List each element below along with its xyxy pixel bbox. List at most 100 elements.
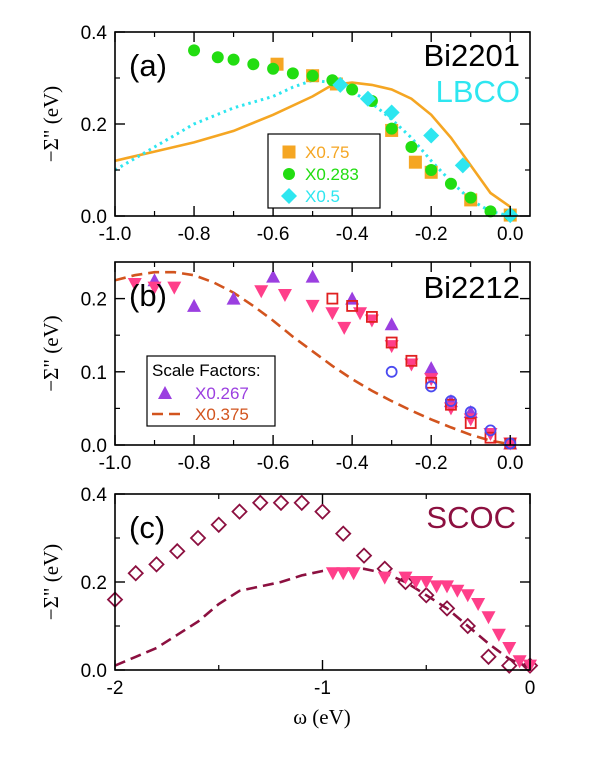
x-tick-label: -0.2 — [415, 453, 448, 474]
open-diamond-marker — [189, 529, 207, 547]
legend-entry: X0.75 — [305, 143, 349, 162]
y-tick-label: 0.1 — [81, 363, 107, 384]
open-diamond-marker — [500, 657, 518, 674]
triangle-up-marker — [226, 291, 241, 305]
y-axis-label: −Σ" (eV) — [39, 86, 63, 162]
circle-marker — [267, 62, 280, 75]
open-diamond-marker — [251, 494, 269, 512]
plot-area — [115, 78, 511, 216]
triangle-down-marker — [127, 277, 142, 291]
open-square-marker — [425, 376, 438, 389]
triangle-up-marker — [187, 298, 202, 312]
x-tick-label: -0.8 — [178, 453, 211, 474]
x-tick-label: -2 — [107, 678, 124, 699]
circle-marker — [405, 141, 418, 153]
diamond-marker — [281, 188, 297, 204]
panel-c: -2 -1 0 0.0 0.2 0.4 −Σ" (eV) (c) SCOC ω (eV) — [39, 485, 539, 729]
panel-label: (a) — [129, 48, 167, 83]
x-tick-label: -0.8 — [178, 224, 211, 245]
series-line-dashed — [115, 270, 511, 445]
y-axis-label: −Σ" (eV) — [39, 315, 63, 391]
triangle-down-marker — [325, 567, 340, 581]
triangle-down-marker — [450, 584, 465, 598]
circle-marker — [464, 191, 477, 204]
y-tick-label: 0.2 — [81, 115, 107, 136]
x-tick-label: 0.0 — [497, 224, 523, 245]
circle-marker — [286, 67, 299, 80]
open-diamond-marker — [314, 503, 331, 520]
triangle-down-marker — [419, 576, 434, 589]
open-diamond-marker — [417, 586, 435, 604]
open-square-marker — [484, 431, 497, 444]
triangle-down-marker — [346, 567, 361, 581]
open-diamond-marker — [127, 564, 145, 582]
circle-marker — [247, 58, 260, 71]
triangle-down-marker — [337, 321, 352, 335]
open-circle-marker — [484, 424, 497, 437]
x-tick-label: -0.6 — [257, 453, 290, 474]
circle-marker — [306, 69, 319, 82]
triangle-down-marker — [325, 307, 340, 321]
series-line-dotted — [115, 78, 511, 216]
x-tick-label: -0.2 — [415, 224, 448, 245]
circle-marker — [346, 83, 359, 96]
triangle-down-marker — [254, 285, 269, 299]
diamond-marker — [454, 157, 471, 174]
material-label-scoc: SCOC — [426, 500, 516, 535]
open-square-marker — [366, 310, 378, 323]
triangle-up-marker — [158, 386, 172, 399]
triangle-down-marker — [377, 571, 392, 585]
x-tick-label: -1 — [314, 678, 331, 699]
x-tick-label: -0.4 — [336, 453, 369, 474]
open-diamond-marker — [272, 494, 290, 512]
circle-marker — [188, 44, 201, 57]
open-square-marker — [464, 417, 477, 429]
panel-a: -1.0 -0.8 -0.6 -0.4 -0.2 0.0 0.0 0.2 0.4 −Σ" (eV)… — [39, 23, 531, 245]
circle-marker — [425, 164, 438, 176]
open-square-marker — [326, 292, 339, 305]
triangle-down-marker — [460, 589, 475, 603]
open-diamond-marker — [334, 525, 352, 542]
circle-marker — [484, 205, 497, 218]
square-marker — [408, 155, 422, 169]
triangle-down-marker — [398, 571, 413, 585]
triangle-down-marker — [491, 628, 506, 642]
plot-area — [115, 567, 530, 669]
triangle-down-marker — [471, 598, 486, 611]
triangle-down-marker — [424, 373, 439, 387]
open-circle-marker — [385, 365, 398, 378]
material-label-bi2201: Bi2201 — [423, 38, 520, 73]
legend-entry: X0.267 — [195, 384, 249, 403]
legend-box — [146, 355, 276, 427]
open-diamond-marker — [168, 542, 186, 560]
material-label-lbco: LBCO — [436, 74, 520, 109]
open-square-marker — [445, 398, 457, 411]
y-axis-label: −Σ" (eV) — [39, 544, 63, 620]
triangle-up-marker — [424, 361, 439, 375]
circle-marker — [385, 122, 398, 135]
diamond-marker — [332, 76, 349, 93]
triangle-down-marker — [481, 611, 496, 625]
legend-entry: X0.5 — [305, 187, 340, 206]
diamond-marker — [383, 104, 400, 121]
open-diamond-marker — [459, 617, 477, 635]
panel-label: (c) — [129, 510, 165, 545]
triangle-down-marker — [502, 642, 517, 655]
y-tick-label: 0.2 — [81, 573, 107, 594]
triangle-down-marker — [429, 580, 444, 594]
open-diamond-marker — [231, 503, 248, 520]
series-diamond-cyan — [332, 76, 519, 224]
series-triangle-down-pink — [325, 567, 537, 673]
material-label-bi2212: Bi2212 — [423, 270, 520, 305]
legend-title: Scale Factors: — [152, 361, 261, 380]
x-tick-label: -1.0 — [99, 453, 132, 474]
circle-marker — [444, 177, 457, 190]
triangle-down-marker — [512, 655, 527, 669]
open-diamond-marker — [210, 516, 228, 534]
open-diamond-marker — [148, 556, 165, 573]
open-diamond-marker — [293, 494, 311, 512]
open-square-marker — [385, 336, 398, 349]
circle-marker — [283, 168, 295, 180]
open-circle-marker — [445, 395, 457, 407]
